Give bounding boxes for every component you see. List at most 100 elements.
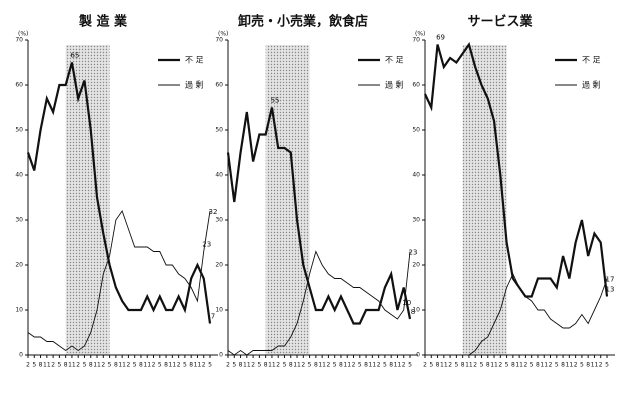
x-tick-label: 11 — [490, 362, 498, 369]
x-tick-label: 5 — [208, 362, 212, 369]
x-tick-label: 8 — [139, 362, 143, 369]
shaded-period — [462, 45, 507, 355]
x-tick-label: 11 — [293, 362, 301, 369]
series-line — [227, 250, 411, 356]
x-tick-label: 2 — [473, 362, 477, 369]
legend-label: 不 足 — [582, 56, 601, 65]
legend-label: 不 足 — [185, 56, 204, 65]
x-tick-label: 2 — [126, 362, 130, 369]
series-line — [424, 41, 609, 298]
x-tick-label: 8 — [264, 362, 268, 369]
x-tick-label: 11 — [566, 362, 574, 369]
x-tick-label: 2 — [26, 362, 30, 369]
x-tick-label: 8 — [561, 362, 565, 369]
x-tick-label: 2 — [423, 362, 427, 369]
x-tick-label: 5 — [183, 362, 187, 369]
chart-title: 卸売・小売業，飲食店 — [238, 14, 368, 30]
y-tick-label: 40 — [412, 172, 420, 179]
data-label: 10 — [402, 299, 411, 307]
x-tick-label: 11 — [591, 362, 599, 369]
y-tick-label: 40 — [15, 172, 23, 179]
y-unit: (%) — [18, 31, 28, 38]
x-tick-label: 2 — [523, 362, 527, 369]
x-tick-label: 2 — [251, 362, 255, 369]
x-tick-label: 5 — [257, 362, 261, 369]
data-label: 17 — [606, 276, 615, 284]
x-tick-label: 8 — [364, 362, 368, 369]
x-tick-label: 8 — [239, 362, 243, 369]
x-tick-label: 8 — [436, 362, 440, 369]
x-tick-label: 8 — [64, 362, 68, 369]
x-tick-label: 2 — [152, 362, 156, 369]
chart-title: サービス業 — [467, 14, 533, 30]
x-tick-label: 5 — [108, 362, 112, 369]
x-tick-label: 8 — [314, 362, 318, 369]
data-label: 7 — [211, 313, 215, 321]
x-tick-label: 5 — [580, 362, 584, 369]
x-tick-label: 5 — [158, 362, 162, 369]
y-tick-label: 20 — [15, 262, 23, 269]
x-tick-label: 8 — [189, 362, 193, 369]
x-tick-label: 8 — [461, 362, 465, 369]
data-label: 32 — [209, 208, 218, 216]
x-tick-label: 2 — [301, 362, 305, 369]
x-tick-label: 11 — [465, 362, 473, 369]
series-line — [26, 62, 212, 324]
data-label: 69 — [436, 34, 445, 42]
legend-label: 過 剰 — [385, 80, 404, 90]
x-tick-label: 11 — [540, 362, 548, 369]
y-tick-label: 70 — [215, 37, 223, 44]
x-tick-label: 8 — [89, 362, 93, 369]
x-tick-label: 11 — [243, 362, 251, 369]
x-tick-label: 2 — [76, 362, 80, 369]
y-tick-label: 20 — [412, 262, 420, 269]
data-label: 55 — [270, 97, 279, 105]
x-tick-label: 5 — [358, 362, 362, 369]
x-tick-label: 2 — [276, 362, 280, 369]
legend-label: 過 剰 — [582, 80, 601, 90]
series-line — [27, 210, 211, 352]
x-tick-label: 11 — [118, 362, 126, 369]
x-tick-label: 5 — [530, 362, 534, 369]
x-tick-label: 11 — [369, 362, 377, 369]
data-label: 13 — [606, 286, 615, 294]
x-tick-label: 2 — [599, 362, 603, 369]
x-tick-label: 5 — [333, 362, 337, 369]
y-tick-label: 50 — [15, 127, 23, 134]
x-tick-label: 11 — [440, 362, 448, 369]
y-tick-label: 10 — [412, 307, 420, 314]
y-tick-label: 60 — [15, 82, 23, 89]
legend-label: 過 剰 — [185, 80, 204, 90]
x-tick-label: 8 — [289, 362, 293, 369]
series-line — [425, 272, 608, 356]
x-tick-label: 5 — [232, 362, 236, 369]
data-label: 23 — [409, 249, 418, 257]
x-tick-label: 8 — [536, 362, 540, 369]
y-tick-label: 70 — [412, 37, 420, 44]
y-tick-label: 40 — [215, 172, 223, 179]
y-tick-label: 20 — [215, 262, 223, 269]
y-tick-label: 30 — [15, 217, 23, 224]
y-tick-label: 0 — [19, 352, 23, 359]
y-tick-label: 50 — [412, 127, 420, 134]
x-tick-label: 5 — [480, 362, 484, 369]
series-line — [226, 107, 412, 325]
x-tick-label: 8 — [511, 362, 515, 369]
x-tick-label: 5 — [454, 362, 458, 369]
x-tick-label: 11 — [143, 362, 151, 369]
x-tick-label: 5 — [133, 362, 137, 369]
x-tick-label: 11 — [194, 362, 202, 369]
x-tick-label: 2 — [574, 362, 578, 369]
x-tick-label: 11 — [515, 362, 523, 369]
y-tick-label: 30 — [215, 217, 223, 224]
x-tick-label: 11 — [93, 362, 101, 369]
data-label: 8 — [411, 308, 415, 316]
y-tick-label: 10 — [15, 307, 23, 314]
x-tick-label: 11 — [343, 362, 351, 369]
x-tick-label: 8 — [586, 362, 590, 369]
shaded-period — [265, 45, 310, 355]
y-tick-label: 60 — [412, 82, 420, 89]
x-tick-label: 11 — [68, 362, 76, 369]
x-tick-label: 2 — [498, 362, 502, 369]
